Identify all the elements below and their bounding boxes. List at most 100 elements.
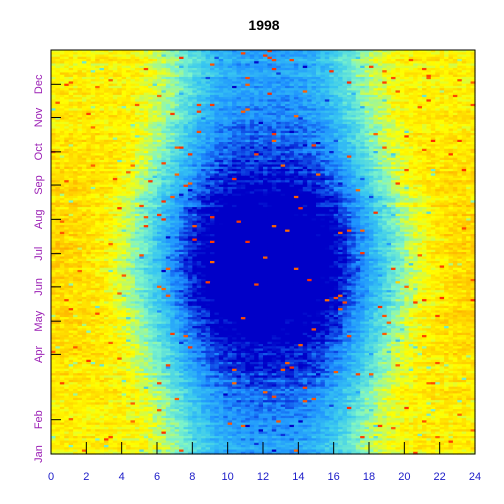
heatmap-cell [126,67,132,71]
heatmap-cell [324,92,330,96]
heatmap-cell [139,90,145,94]
heatmap-cell [152,94,158,98]
heatmap-cell [148,99,154,103]
heatmap-cell [152,65,158,69]
heatmap-cell [165,72,171,76]
heatmap-cell [355,76,361,80]
heatmap-cell [174,85,180,89]
heatmap-cell [364,92,370,96]
heatmap-cell [386,88,392,91]
heatmap-cell [267,83,273,87]
heatmap-cell [338,50,344,53]
heatmap-cell [134,90,140,94]
heatmap-cell [174,50,180,53]
heatmap-cell [214,72,220,76]
heatmap-cell [192,56,198,60]
heatmap-cell [104,72,110,76]
heatmap-cell [342,97,348,100]
heatmap-cell [90,74,96,78]
heatmap-cell [364,61,370,65]
heatmap-cell [152,81,158,85]
heatmap-cell [174,52,180,56]
heatmap-cell [108,54,114,58]
heatmap-cell [448,50,454,53]
heatmap-cell [218,65,224,69]
heatmap-cell [240,74,246,78]
heatmap-cell [55,88,61,91]
heatmap-cell [192,88,198,91]
heatmap-cell [81,92,87,96]
heatmap-cell [90,67,96,71]
heatmap-cell [298,97,304,100]
heatmap-cell [280,67,286,71]
heatmap-cell [289,50,295,53]
heatmap-cell [68,76,74,80]
heatmap-cell [81,76,87,80]
heatmap-cell [148,92,154,96]
heatmap-cell [404,72,410,76]
heatmap-cells [51,50,476,455]
heatmap-cell [386,56,392,60]
heatmap-cell [192,81,198,85]
heatmap-cell [333,85,339,89]
heatmap-cell [210,52,216,56]
heatmap-cell [139,61,145,65]
heatmap-cell [77,92,83,96]
heatmap-cell [276,52,282,56]
heatmap-cell [157,90,163,94]
heatmap-cell [298,74,304,78]
heatmap-cell [461,94,467,98]
heatmap-cell [179,94,185,98]
heatmap-cell [324,90,330,94]
heatmap-cell [382,83,388,87]
heatmap-cell [108,61,114,65]
heatmap-cell [51,92,57,96]
heatmap-cell [338,76,344,80]
heatmap-cell [157,99,163,103]
heatmap-cell [395,58,401,62]
heatmap-cell [130,90,136,94]
heatmap-cell [68,74,74,78]
heatmap-cell [196,85,202,89]
heatmap-cell [55,94,61,98]
heatmap-cell [289,94,295,98]
heatmap-cell [285,85,291,89]
heatmap-cell [289,56,295,60]
heatmap-cell [108,52,114,56]
heatmap-cell [307,58,313,62]
heatmap-cell [59,54,65,58]
heatmap-cell [333,70,339,74]
heatmap-cell [426,54,432,58]
heatmap-cell [466,58,472,62]
heatmap-cell [139,99,145,103]
heatmap-cell [320,79,326,83]
heatmap-cell [170,63,176,67]
heatmap-cell [55,79,61,83]
heatmap-cell [86,92,92,96]
heatmap-cell [64,92,70,96]
heatmap-cell [139,52,145,56]
heatmap-cell [320,65,326,69]
heatmap-cell [86,74,92,78]
heatmap-cell [183,76,189,80]
heatmap-cell [369,79,375,83]
heatmap-cell [263,54,269,58]
heatmap-cell [258,50,264,53]
heatmap-cell [307,70,313,74]
heatmap-cell [457,74,463,78]
heatmap-cell [245,58,251,62]
heatmap-cell [68,79,74,83]
heatmap-cell [205,92,211,96]
heatmap-cell [196,97,202,100]
heatmap-cell [117,94,123,98]
heatmap-cell [346,58,352,62]
heatmap-cell [293,74,299,78]
heatmap-cell [280,61,286,65]
heatmap-cell [404,67,410,71]
heatmap-cell [466,76,472,80]
heatmap-cell [254,88,260,91]
heatmap-cell [210,92,216,96]
heatmap-cell [227,92,233,96]
heatmap-cell [470,83,476,87]
heatmap-cell [307,85,313,89]
